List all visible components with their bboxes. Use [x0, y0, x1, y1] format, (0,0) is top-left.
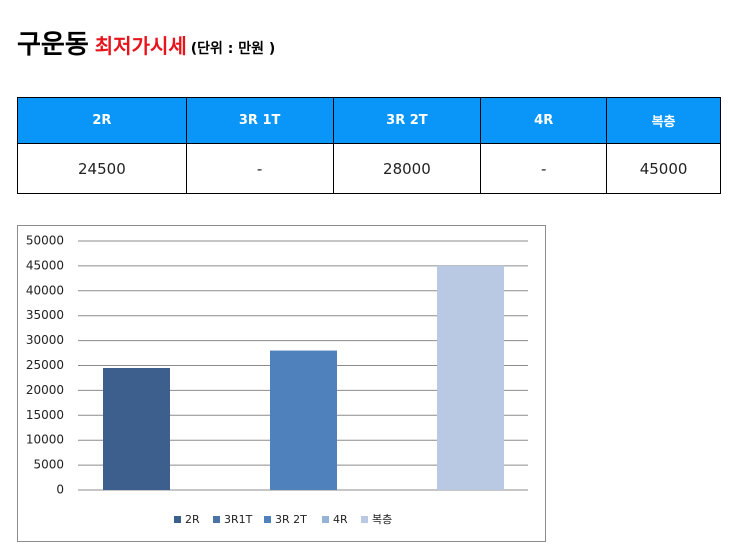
- bar: [270, 350, 337, 490]
- cell: -: [480, 143, 608, 194]
- y-tick-label: 50000: [26, 234, 64, 248]
- y-tick-label: 5000: [33, 458, 64, 472]
- legend-swatch: [174, 516, 181, 523]
- column-header: 2R: [17, 97, 187, 144]
- legend-swatch: [361, 516, 368, 523]
- y-tick-label: 35000: [26, 308, 64, 322]
- y-tick-label: 40000: [26, 283, 64, 297]
- bar: [103, 367, 170, 490]
- legend-label: 3R1T: [224, 513, 253, 526]
- header-row: 2R 3R 1T 3R 2T 4R 복층: [17, 97, 721, 144]
- column-header: 3R 2T: [332, 97, 482, 144]
- cell: 28000: [332, 143, 482, 194]
- legend-swatch: [213, 516, 220, 523]
- y-tick-label: 15000: [26, 408, 64, 422]
- column-header: 4R: [480, 97, 608, 144]
- legend-label: 3R 2T: [275, 513, 307, 526]
- unit: (단위 : 만원 ): [190, 41, 276, 57]
- header: 구운동 최저가시세 (단위 : 만원 ): [17, 24, 275, 61]
- y-tick-label: 10000: [26, 433, 64, 447]
- column-header: 복층: [606, 97, 721, 144]
- price-table: 2R 3R 1T 3R 2T 4R 복층 24500-28000-45000: [17, 97, 721, 194]
- title: 구운동: [17, 30, 89, 60]
- cell: 45000: [606, 143, 721, 194]
- subtitle: 최저가시세: [94, 34, 187, 58]
- bar: [437, 265, 504, 490]
- legend-label: 2R: [185, 513, 200, 526]
- cell: -: [185, 143, 334, 194]
- y-tick-label: 20000: [26, 383, 64, 397]
- legend-label: 복층: [372, 513, 392, 526]
- y-tick-label: 0: [56, 483, 64, 497]
- y-tick-label: 30000: [26, 333, 64, 347]
- data-row: 24500-28000-45000: [17, 143, 721, 194]
- legend-swatch: [264, 516, 271, 523]
- y-tick-label: 45000: [26, 258, 64, 272]
- y-tick-label: 25000: [26, 358, 64, 372]
- legend-swatch: [322, 516, 329, 523]
- legend-label: 4R: [333, 513, 348, 526]
- column-header: 3R 1T: [185, 97, 334, 144]
- cell: 24500: [17, 143, 187, 194]
